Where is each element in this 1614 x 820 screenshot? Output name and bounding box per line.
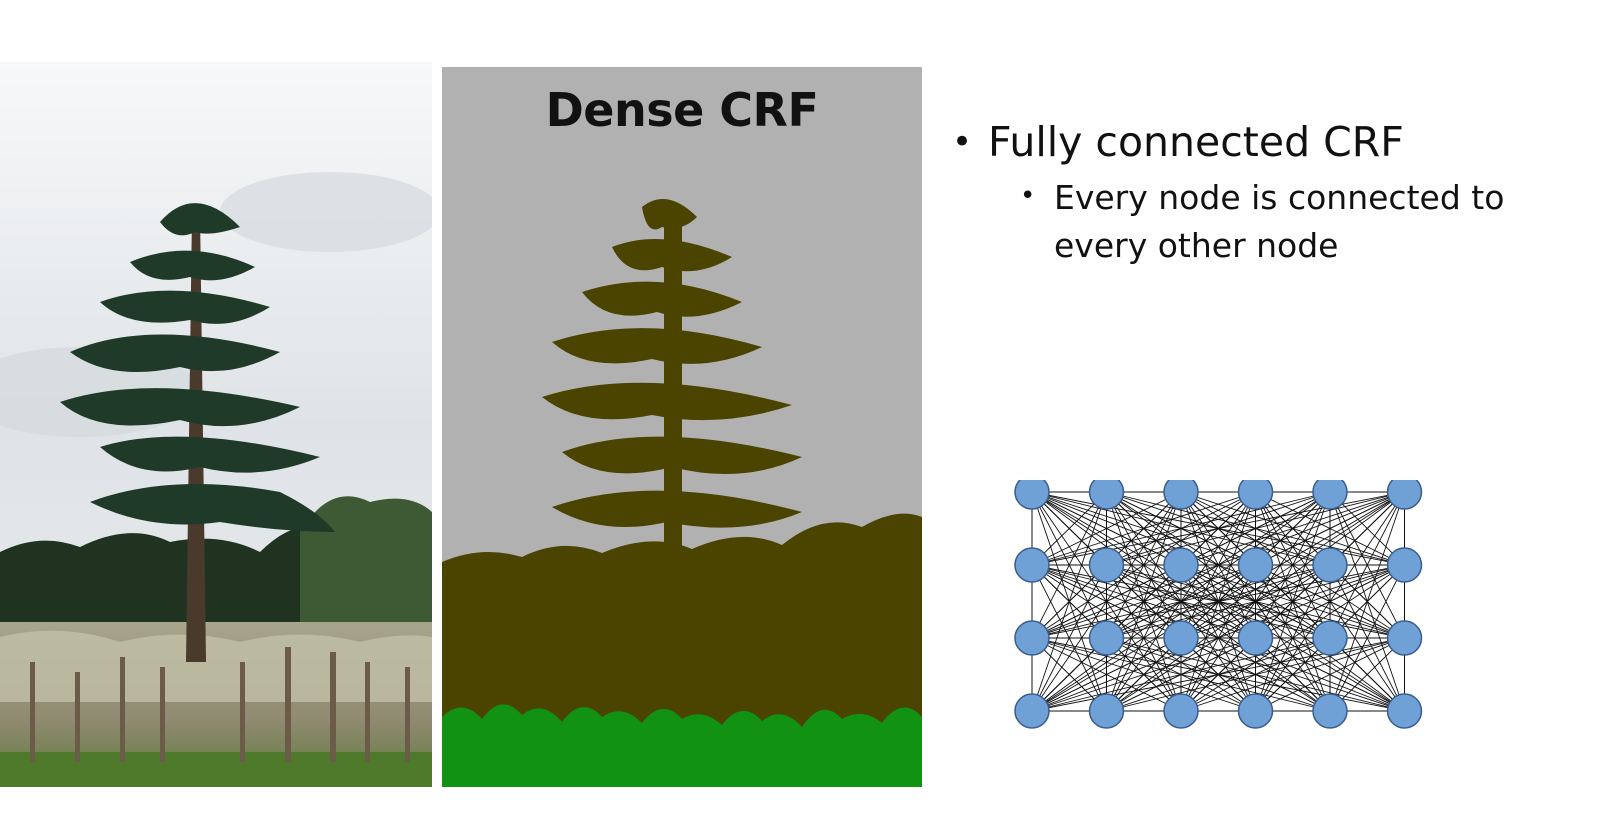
graph-edge: [1106, 491, 1405, 566]
graph-node: [1014, 693, 1050, 729]
graph-node: [1237, 547, 1274, 583]
graph-node: [1237, 693, 1274, 729]
graph-edge: [1106, 637, 1405, 712]
graph-edge: [1180, 637, 1405, 712]
graph-node: [1237, 620, 1274, 656]
graph-node: [1014, 620, 1050, 656]
bullet-level-2: • Every node is connected to every other…: [1020, 174, 1594, 270]
graph-node: [1014, 480, 1050, 510]
graph-edge: [1031, 564, 1331, 639]
graph-edge: [1180, 564, 1405, 639]
graph-edge: [1031, 564, 1182, 639]
graph-edges: [1031, 491, 1405, 712]
graph-node: [1312, 480, 1348, 510]
graph-node: [1312, 620, 1348, 656]
graph-edge: [1106, 564, 1405, 639]
graph-node: [1386, 480, 1423, 510]
segmentation-image: [442, 67, 922, 787]
bullet-level-1: • Fully connected CRF: [952, 116, 1592, 168]
graph-node: [1163, 480, 1199, 510]
graph-node: [1163, 693, 1199, 729]
bullet-marker: •: [1020, 181, 1036, 211]
graph-node: [1088, 693, 1125, 729]
bullet-marker: •: [952, 122, 973, 162]
graph-node: [1312, 547, 1348, 583]
graph-node: [1088, 620, 1125, 656]
bullet-list: • Fully connected CRF • Every node is co…: [952, 116, 1592, 270]
graph-node: [1163, 620, 1199, 656]
graph-edge: [1031, 637, 1331, 712]
graph-node: [1386, 620, 1423, 656]
graph-node: [1312, 693, 1348, 729]
tree-photo: [0, 62, 432, 787]
fully-connected-graph: [1014, 480, 1423, 729]
graph-edge: [1031, 491, 1182, 566]
graph-node: [1014, 547, 1050, 583]
bullet-level-2-text: Every node is connected to every other n…: [1054, 178, 1505, 265]
graph-edge: [1031, 637, 1256, 712]
segmentation-panel: Dense CRF: [442, 67, 922, 787]
graph-edge: [1031, 637, 1182, 712]
graph-node: [1237, 480, 1274, 510]
graph-edge: [1031, 491, 1256, 566]
graph-edge: [1255, 637, 1405, 712]
graph-nodes: [1014, 480, 1423, 729]
graph-node: [1088, 547, 1125, 583]
tree-photo-image: [0, 62, 432, 787]
graph-edge: [1031, 564, 1256, 639]
bullet-level-1-text: Fully connected CRF: [988, 118, 1404, 166]
graph-node: [1163, 547, 1199, 583]
graph-node: [1386, 547, 1423, 583]
graph-edge: [1180, 491, 1405, 566]
segmentation-title: Dense CRF: [545, 83, 819, 137]
graph-node: [1386, 693, 1423, 729]
graph-edge: [1031, 491, 1331, 566]
graph-node: [1088, 480, 1125, 510]
